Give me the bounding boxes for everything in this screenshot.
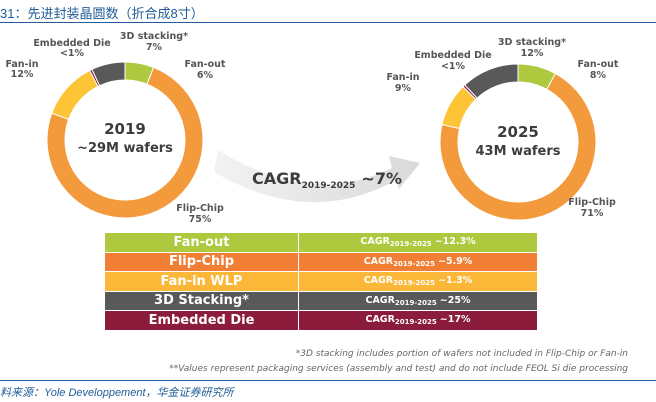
cagr-period: 2019-2025 [389, 240, 432, 249]
slice-fan-in-2019 [51, 69, 99, 120]
cagr-prefix: CAGR [365, 294, 395, 306]
value-embedded-die-2019: <1% [60, 48, 85, 59]
donut-2019 [46, 61, 204, 219]
center-wafers-2019: ~29M wafers [77, 141, 173, 156]
row-name-3d-stacking: 3D Stacking* [104, 290, 299, 311]
cagr-value: ~12.3% [434, 236, 476, 248]
row-cagr-embedded-die: CAGR2019-2025 ~17% [298, 310, 538, 331]
label-3d-stacking-2019: 3D stacking* [120, 31, 188, 42]
cagr-arrow-label: CAGR2019-2025 ~7% [252, 169, 402, 191]
slice-3d-stacking-2025 [464, 63, 519, 99]
value-fan-out-2025: 8% [590, 70, 607, 81]
cagr-value: ~1.3% [438, 275, 473, 287]
value-3d-stacking-2025: 12% [521, 48, 544, 59]
value-flip-chip-2025: 71% [581, 208, 604, 219]
label-fan-in-2025: Fan-in [386, 72, 419, 83]
footnote-3d-stacking: *3D stacking includes portion of wafers … [295, 349, 628, 359]
center-year-2025: 2025 [497, 123, 539, 141]
slice-flip-chip-2019 [46, 66, 204, 219]
row-cagr-3d-stacking: CAGR2019-2025 ~25% [298, 290, 538, 311]
label-flip-chip-2019: Flip-Chip [176, 203, 224, 214]
value-fan-in-2025: 9% [395, 83, 412, 94]
cagr-value: ~17% [439, 314, 471, 326]
footnote-values: **Values represent packaging services (a… [169, 364, 628, 374]
cagr-period: 2019-2025 [302, 181, 356, 191]
donut-2025 [439, 63, 597, 221]
table-row: Embedded Die CAGR2019-2025 ~17% [104, 310, 538, 331]
source-note: 料来源：Yole Developpement，华金证券研究所 [0, 387, 234, 399]
row-cagr-fan-out: CAGR2019-2025 ~12.3% [298, 232, 538, 253]
cagr-value: ~5.9% [438, 255, 473, 267]
cagr-value: ~25% [439, 294, 471, 306]
value-embedded-die-2025: <1% [441, 61, 466, 72]
value-fan-in-2019: 12% [11, 69, 34, 80]
label-embedded-die-2025: Embedded Die [414, 50, 491, 61]
center-year-2019: 2019 [104, 120, 146, 138]
value-flip-chip-2019: 75% [189, 214, 212, 225]
label-embedded-die-2019: Embedded Die [33, 38, 110, 49]
table-row: Flip-Chip CAGR2019-2025 ~5.9% [104, 251, 538, 272]
footer-rule [0, 380, 656, 381]
title-rule [0, 22, 656, 23]
label-fan-in-2019: Fan-in [5, 59, 38, 70]
row-name-embedded-die: Embedded Die [104, 310, 299, 331]
figure-title: 31：先进封装晶圆数（折合成8寸） [0, 6, 204, 21]
table-row: Fan-out CAGR2019-2025 ~12.3% [104, 232, 538, 253]
value-fan-out-2019: 6% [197, 70, 214, 81]
label-3d-stacking-2025: 3D stacking* [498, 37, 566, 48]
row-cagr-flip-chip: CAGR2019-2025 ~5.9% [298, 251, 538, 272]
cagr-period: 2019-2025 [394, 298, 437, 307]
cagr-period: 2019-2025 [393, 279, 435, 288]
value-3d-stacking-2019: 7% [146, 42, 163, 53]
cagr-prefix: CAGR [252, 169, 302, 188]
cagr-prefix: CAGR [363, 255, 394, 267]
cagr-table: Fan-out CAGR2019-2025 ~12.3% Flip-Chip CAGR2… [104, 232, 538, 331]
row-cagr-fan-in-wlp: CAGR2019-2025 ~1.3% [298, 271, 538, 292]
table-row: Fan-in WLP CAGR2019-2025 ~1.3% [104, 271, 538, 292]
cagr-period: 2019-2025 [394, 318, 437, 327]
cagr-prefix: CAGR [363, 275, 394, 287]
slice-3d-stacking-2019 [91, 61, 126, 87]
label-fan-out-2025: Fan-out [578, 59, 619, 70]
cagr-prefix: CAGR [365, 314, 395, 326]
row-name-flip-chip: Flip-Chip [104, 251, 299, 272]
label-flip-chip-2025: Flip-Chip [568, 197, 616, 208]
label-fan-out-2019: Fan-out [185, 59, 226, 70]
cagr-value: ~7% [361, 169, 402, 188]
slice-flip-chip-2025 [439, 72, 597, 221]
center-wafers-2025: 43M wafers [476, 144, 561, 159]
cagr-period: 2019-2025 [393, 259, 435, 268]
row-name-fan-out: Fan-out [104, 232, 299, 253]
cagr-arrow-shape [214, 150, 420, 203]
row-name-fan-in-wlp: Fan-in WLP [104, 271, 299, 292]
cagr-prefix: CAGR [360, 236, 390, 248]
table-row: 3D Stacking* CAGR2019-2025 ~25% [104, 290, 538, 311]
